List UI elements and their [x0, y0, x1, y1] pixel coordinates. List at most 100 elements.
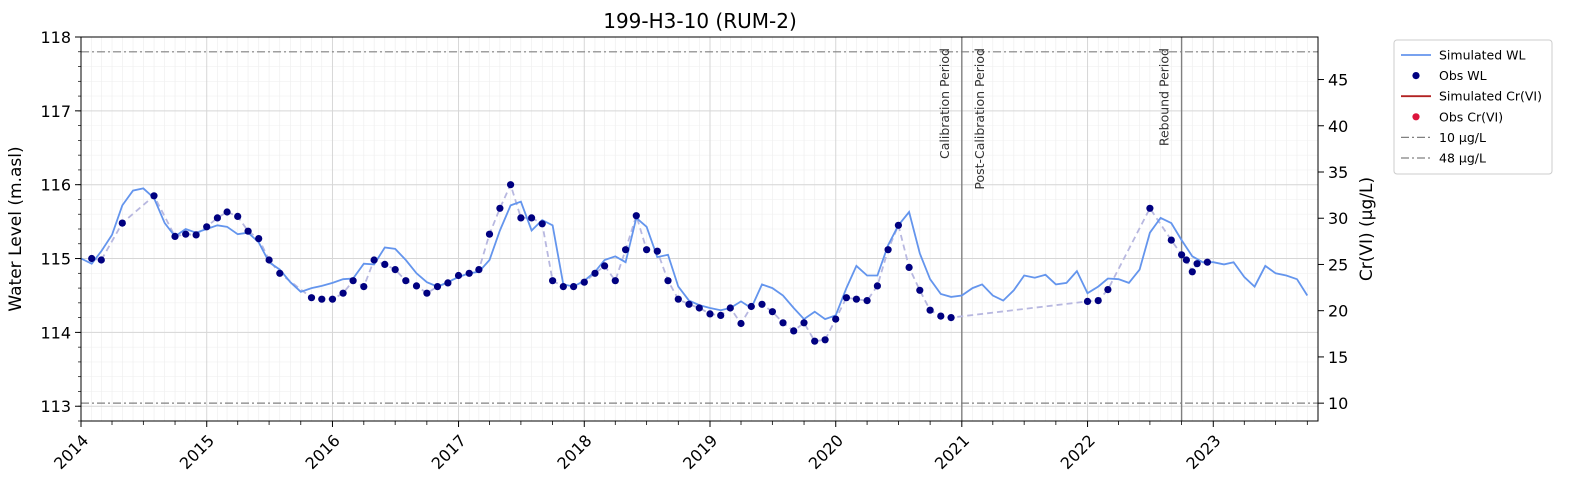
obs-wl-point	[779, 319, 787, 327]
obs-wl-point	[203, 223, 211, 231]
obs-wl-point	[265, 256, 273, 264]
obs-wl-point	[1167, 236, 1175, 244]
threshold-lines	[81, 51, 1318, 404]
obs-wl-point	[894, 221, 903, 229]
obs-wl-point	[234, 212, 242, 220]
obs-wl-point	[328, 295, 337, 303]
obs-wl-point	[643, 246, 651, 254]
obs-wl-point	[790, 327, 798, 335]
obs-wl-point	[570, 283, 578, 291]
y2-tick-label: 20	[1328, 302, 1348, 321]
obs-wl-point	[1188, 268, 1196, 276]
obs-wl-point	[863, 297, 871, 305]
period-label: Rebound Period	[1157, 48, 1172, 146]
obs-wl-point	[832, 315, 840, 323]
obs-wl-point	[485, 230, 494, 238]
obs-wl-point	[747, 302, 755, 311]
obs-wl-point	[349, 277, 357, 285]
y2-tick-label: 25	[1328, 255, 1348, 274]
obs-wl-point	[97, 256, 105, 264]
obs-wl-point	[664, 277, 672, 285]
obs-wl-point	[674, 295, 682, 303]
obs-wl-point	[1203, 258, 1211, 266]
obs-wl-point	[1193, 260, 1201, 268]
obs-wl-point	[1083, 297, 1092, 305]
obs-wl-point	[811, 337, 819, 345]
obs-wl-point	[549, 277, 557, 285]
legend-label: Simulated Cr(VI)	[1439, 89, 1542, 104]
obs-wl-point	[559, 283, 567, 291]
legend-box	[1393, 39, 1553, 175]
obs-wl-point	[717, 311, 725, 319]
obs-wl-point	[255, 235, 263, 243]
obs-wl-point	[842, 294, 851, 302]
obs-wl-point	[465, 269, 473, 277]
simulated-wl-line	[80, 187, 1309, 321]
period-label: Calibration Period	[937, 48, 952, 159]
obs-wl-point	[150, 192, 158, 200]
obs-wl-point	[821, 336, 829, 344]
y-tick-label: 115	[40, 250, 71, 269]
obs-wl-point	[768, 308, 777, 316]
obs-wl-point	[905, 263, 913, 271]
obs-wl-point	[1182, 256, 1190, 264]
obs-wl-point	[339, 289, 347, 297]
obs-wl-point	[1094, 297, 1102, 305]
obs-wl-point	[1104, 286, 1112, 294]
obs-wl-point	[622, 246, 630, 254]
y2-tick-label: 15	[1328, 348, 1348, 367]
y-tick-label: 116	[40, 176, 71, 195]
obs-wl-point	[601, 262, 609, 270]
obs-wl-point	[800, 319, 808, 327]
y-axis-title: Water Level (m.asl)	[6, 146, 26, 311]
obs-wl-point	[947, 314, 955, 322]
obs-wl-point	[653, 247, 661, 255]
obs-wl-point	[726, 304, 734, 312]
period-markers: Calibration Period Post-Calibration Perio…	[937, 37, 1183, 421]
y2-tick-label: 35	[1328, 163, 1348, 182]
obs-wl-point	[632, 212, 640, 220]
obs-wl-point	[937, 312, 945, 320]
obs-wl-point	[737, 319, 745, 328]
obs-wl-point	[873, 282, 882, 290]
obs-wl-point	[528, 214, 536, 222]
legend-swatch-obs-wl	[1412, 72, 1420, 80]
obs-wl-point	[926, 306, 934, 314]
y-tick-label: 113	[40, 397, 71, 416]
obs-wl-point	[213, 214, 221, 222]
obs-wl-point	[454, 271, 463, 280]
legend-label: 10 µg/L	[1439, 130, 1486, 145]
obs-wl-point	[884, 246, 892, 254]
y2-tick-label: 30	[1328, 209, 1348, 228]
obs-wl-point	[444, 279, 452, 287]
obs-wl-point	[685, 300, 693, 308]
legend-swatch-obs-crvi	[1412, 113, 1420, 121]
obs-wl-point	[538, 220, 546, 228]
obs-wl-point	[307, 294, 316, 302]
chart-title: 199-H3-10 (RUM-2)	[603, 9, 797, 33]
obs-wl-point	[695, 304, 703, 312]
obs-wl-point	[192, 231, 200, 239]
obs-wl-point	[391, 266, 399, 274]
obs-wl-point	[758, 300, 766, 308]
obs-wl-point	[1146, 204, 1154, 212]
obs-wl-point	[318, 295, 326, 303]
obs-wl-point	[507, 181, 515, 189]
obs-wl-point	[118, 219, 126, 227]
legend-label: Simulated WL	[1439, 48, 1525, 63]
obs-wl-point	[244, 227, 252, 235]
obs-wl-point	[402, 277, 410, 285]
y2-axis-title: Cr(VI) (µg/L)	[1357, 177, 1377, 281]
obs-wl-point	[171, 232, 179, 240]
obs-wl-point	[182, 230, 190, 238]
y-tick-label: 118	[40, 28, 71, 47]
obs-wl-point	[496, 204, 504, 212]
obs-wl-series	[88, 181, 1211, 345]
y2-tick-label: 45	[1328, 71, 1348, 90]
obs-wl-point	[916, 286, 924, 294]
obs-wl-point	[1178, 251, 1186, 259]
legend: Simulated WL Obs WL Simulated Cr(VI) Obs Cr…	[1393, 39, 1553, 175]
obs-wl-point	[223, 208, 231, 216]
legend-label: 48 µg/L	[1439, 151, 1486, 166]
